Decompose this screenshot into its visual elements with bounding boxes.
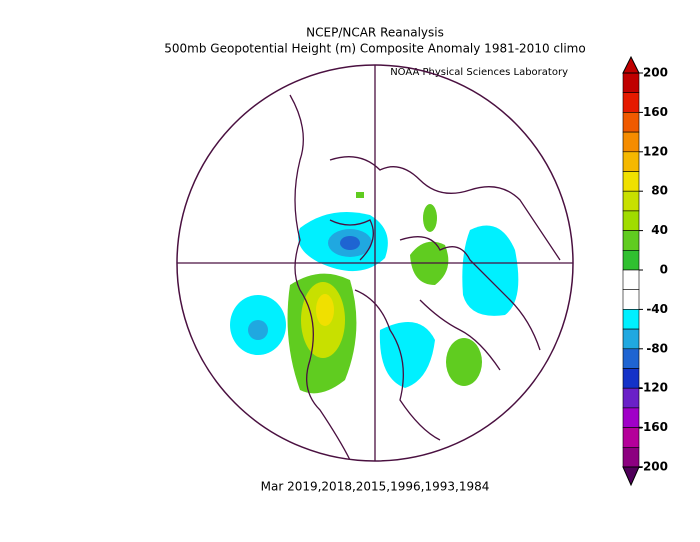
- colorbar-arrow: [622, 466, 640, 487]
- colorbar-tick-label: -200: [638, 460, 668, 474]
- colorbar-segment: [622, 131, 640, 153]
- negative-anomaly: [248, 320, 268, 340]
- colorbar-segment: [622, 250, 640, 271]
- colorbar-segment: [622, 210, 640, 231]
- colorbar-segment: [622, 171, 640, 192]
- colorbar-tick-label: 120: [643, 144, 668, 158]
- colorbar-segment: [622, 72, 640, 94]
- colorbar-tick-label: -40: [646, 302, 668, 316]
- colorbar-tick-label: -80: [646, 341, 668, 355]
- positive-anomaly: [316, 294, 334, 326]
- credit: NOAA Physical Sciences Laboratory: [390, 67, 568, 78]
- colorbar-segment: [622, 289, 640, 310]
- negative-anomaly: [379, 322, 435, 388]
- colorbar-segment: [622, 387, 640, 409]
- colorbar-segment: [622, 407, 640, 428]
- map: [176, 64, 574, 462]
- colorbar-tick-label: 160: [643, 105, 668, 119]
- colorbar-segment: [622, 112, 640, 133]
- colorbar-segment: [622, 309, 640, 330]
- colorbar-segment: [622, 151, 640, 172]
- colorbar-segment: [622, 348, 640, 369]
- colorbar-tick-label: 200: [643, 66, 668, 80]
- colorbar: 200 160 120 80 40 0 -40 -80 -120 -160 -200: [622, 55, 668, 487]
- colorbar-segment: [622, 269, 640, 291]
- colorbar-segment: [622, 92, 640, 113]
- anomaly-fields: [230, 94, 561, 461]
- colorbar-arrow: [622, 55, 640, 74]
- colorbar-segment: [622, 427, 640, 448]
- colorbar-tick-label: 40: [651, 223, 668, 237]
- negative-anomaly: [340, 236, 360, 250]
- subtitle: 500mb Geopotential Height (m) Composite …: [164, 42, 585, 56]
- colorbar-segment: [622, 190, 640, 212]
- positive-anomaly: [423, 204, 437, 232]
- colorbar-segment: [622, 230, 640, 251]
- colorbar-tick-label: -160: [638, 420, 668, 434]
- colorbar-tick-label: 0: [660, 263, 668, 277]
- negative-anomaly: [462, 225, 519, 316]
- positive-anomaly: [356, 192, 364, 198]
- positive-anomaly: [446, 338, 482, 386]
- colorbar-segment: [622, 328, 640, 350]
- colorbar-tick-label: -120: [638, 381, 668, 395]
- footer: Mar 2019,2018,2015,1996,1993,1984: [261, 480, 490, 494]
- coastlines: [289, 94, 561, 461]
- colorbar-segment: [622, 368, 640, 389]
- title: NCEP/NCAR Reanalysis: [306, 26, 444, 40]
- colorbar-tick-label: 80: [651, 184, 668, 198]
- colorbar-segment: [622, 446, 640, 468]
